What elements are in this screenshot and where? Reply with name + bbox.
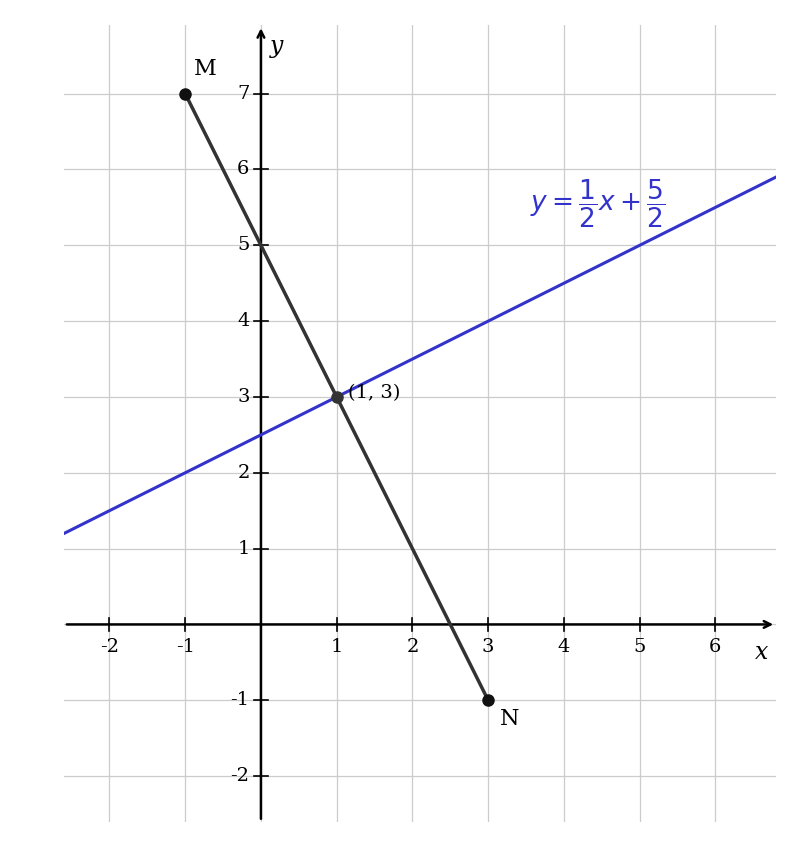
Text: 1: 1 [237, 540, 250, 557]
Text: -1: -1 [176, 638, 194, 656]
Text: 3: 3 [237, 388, 250, 406]
Text: -1: -1 [230, 691, 250, 709]
Text: 4: 4 [558, 638, 570, 656]
Text: 6: 6 [237, 160, 250, 179]
Text: 4: 4 [237, 313, 250, 330]
Text: 6: 6 [710, 638, 722, 656]
Text: 1: 1 [330, 638, 343, 656]
Text: 5: 5 [634, 638, 646, 656]
Text: N: N [499, 708, 519, 730]
Text: 5: 5 [237, 236, 250, 254]
Text: 7: 7 [237, 85, 250, 102]
Text: 3: 3 [482, 638, 494, 656]
Text: M: M [194, 58, 217, 80]
Text: y: y [270, 35, 283, 58]
Text: -2: -2 [230, 767, 250, 785]
Text: $y = \dfrac{1}{2}x + \dfrac{5}{2}$: $y = \dfrac{1}{2}x + \dfrac{5}{2}$ [530, 178, 666, 230]
Text: (1, 3): (1, 3) [348, 385, 401, 402]
Text: 2: 2 [406, 638, 418, 656]
Text: -2: -2 [100, 638, 119, 656]
Text: 2: 2 [237, 464, 250, 482]
Text: x: x [755, 641, 769, 664]
